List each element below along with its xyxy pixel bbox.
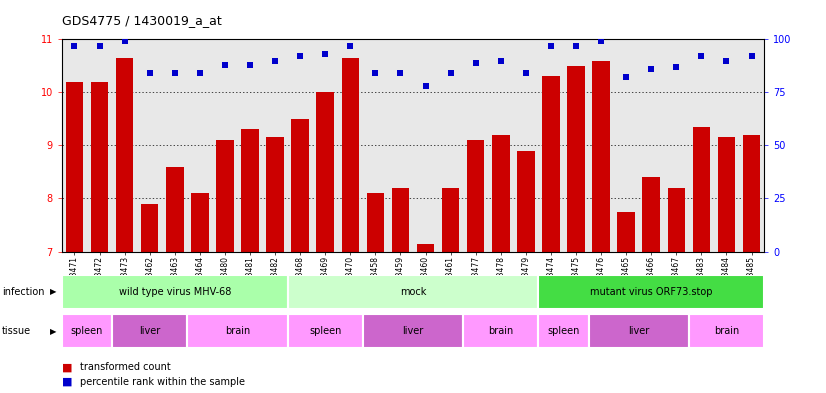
Text: brain: brain (714, 326, 739, 336)
Bar (316, 92, 334, 252)
Text: ▶: ▶ (50, 327, 56, 336)
Bar (341, 58, 359, 252)
Text: ■: ■ (62, 377, 73, 387)
Bar (463, 314, 539, 348)
Text: GDS4775 / 1430019_a_at: GDS4775 / 1430019_a_at (62, 14, 221, 27)
Bar (442, 188, 459, 252)
Bar (112, 314, 188, 348)
Bar (166, 167, 183, 252)
Bar (492, 135, 510, 252)
Point (520, 70, 533, 76)
Bar (667, 188, 685, 252)
Text: liver: liver (628, 326, 649, 336)
Bar (643, 177, 660, 252)
Bar (417, 244, 434, 252)
Point (143, 70, 156, 76)
Bar (467, 140, 485, 252)
Bar (567, 66, 585, 252)
Bar (363, 314, 463, 348)
Bar (542, 76, 560, 252)
Text: transformed count: transformed count (80, 362, 171, 373)
Point (244, 62, 257, 68)
Text: mock: mock (400, 287, 426, 297)
Text: percentile rank within the sample: percentile rank within the sample (80, 377, 245, 387)
Point (620, 74, 633, 81)
Text: brain: brain (488, 326, 514, 336)
Bar (392, 188, 409, 252)
Bar (718, 138, 735, 252)
Point (719, 57, 733, 64)
Bar (62, 314, 112, 348)
Bar (141, 204, 159, 252)
Bar (692, 127, 710, 252)
Bar (91, 82, 108, 252)
Bar (743, 135, 760, 252)
Point (745, 53, 758, 59)
Bar (617, 212, 635, 252)
Point (293, 53, 306, 59)
Point (494, 57, 507, 64)
Point (118, 38, 131, 44)
Point (193, 70, 206, 76)
Bar (287, 275, 539, 309)
Bar (241, 129, 259, 252)
Point (644, 66, 657, 72)
Point (68, 42, 81, 49)
Point (268, 57, 282, 64)
Point (595, 38, 608, 44)
Text: liver: liver (139, 326, 160, 336)
Point (670, 64, 683, 70)
Text: ■: ■ (62, 362, 73, 373)
Text: spleen: spleen (71, 326, 103, 336)
Point (344, 42, 357, 49)
Text: wild type virus MHV-68: wild type virus MHV-68 (119, 287, 231, 297)
Bar (588, 314, 689, 348)
Bar (266, 138, 284, 252)
Bar (62, 275, 287, 309)
Point (544, 42, 558, 49)
Bar (367, 193, 384, 252)
Point (419, 83, 432, 89)
Point (218, 62, 231, 68)
Text: mutant virus ORF73.stop: mutant virus ORF73.stop (590, 287, 713, 297)
Bar (216, 140, 234, 252)
Point (368, 70, 382, 76)
Bar (66, 82, 83, 252)
Bar (539, 275, 764, 309)
Point (394, 70, 407, 76)
Point (169, 70, 182, 76)
Text: tissue: tissue (2, 326, 31, 336)
Bar (292, 119, 309, 252)
Point (569, 42, 582, 49)
Bar (592, 61, 610, 252)
Text: infection: infection (2, 287, 44, 297)
Point (469, 59, 482, 66)
Bar (539, 314, 588, 348)
Point (444, 70, 458, 76)
Text: spleen: spleen (309, 326, 341, 336)
Bar (517, 151, 534, 252)
Text: spleen: spleen (548, 326, 580, 336)
Text: liver: liver (402, 326, 424, 336)
Point (93, 42, 107, 49)
Text: ▶: ▶ (50, 287, 56, 296)
Point (319, 51, 332, 57)
Bar (689, 314, 764, 348)
Bar (191, 193, 209, 252)
Bar (116, 58, 134, 252)
Bar (287, 314, 363, 348)
Point (695, 53, 708, 59)
Text: brain: brain (225, 326, 250, 336)
Bar (188, 314, 287, 348)
